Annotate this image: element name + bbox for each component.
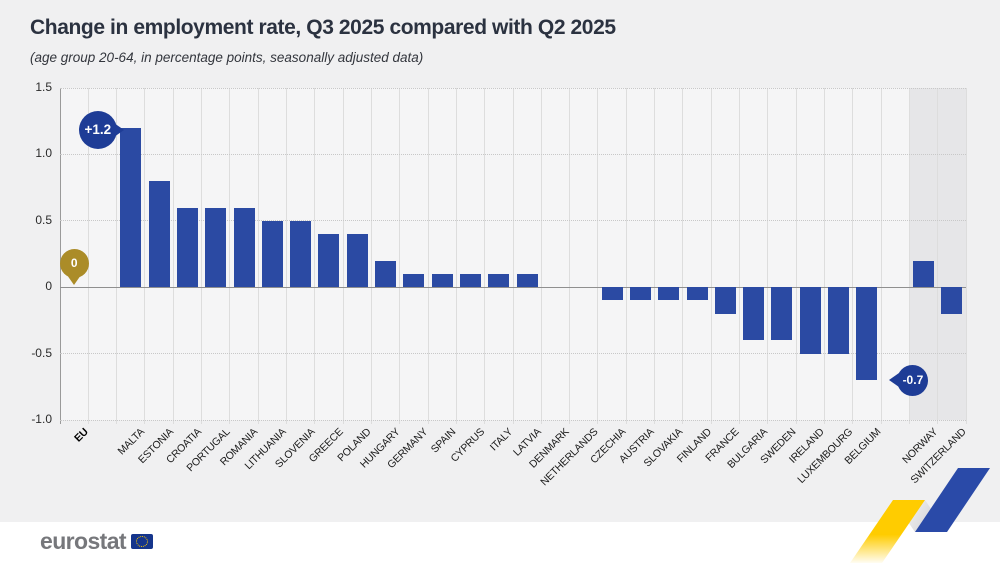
zero-line xyxy=(60,286,966,288)
h-gridline xyxy=(60,419,966,421)
v-gridline xyxy=(257,88,259,424)
bar-romania xyxy=(233,207,255,288)
bar-norway xyxy=(913,260,935,288)
v-gridline xyxy=(569,88,571,424)
callout-tail-belgium xyxy=(889,373,900,388)
bar-czechia xyxy=(601,287,623,301)
eurostat-logo: eurostat xyxy=(40,528,153,555)
callout-tail-eu xyxy=(67,274,82,285)
y-tick-label: 0.5 xyxy=(35,212,52,227)
bar-croatia xyxy=(176,207,198,288)
bar-slovakia xyxy=(658,287,680,301)
bar-switzerland xyxy=(941,287,963,314)
bar-lithuania xyxy=(261,220,283,288)
x-label-eu: EU xyxy=(72,426,91,445)
bar-estonia xyxy=(148,180,170,288)
bar-poland xyxy=(346,234,368,288)
page-title: Change in employment rate, Q3 2025 compa… xyxy=(30,16,616,39)
v-gridline xyxy=(427,88,429,424)
v-gridline xyxy=(172,88,174,424)
v-gridline xyxy=(484,88,486,424)
bar-portugal xyxy=(205,207,227,288)
y-axis-line xyxy=(59,88,61,424)
bar-germany xyxy=(403,273,425,288)
callout-belgium: -0.7 xyxy=(897,364,929,396)
h-gridline xyxy=(60,87,966,89)
v-gridline xyxy=(87,88,89,424)
bar-austria xyxy=(629,287,651,301)
v-gridline xyxy=(512,88,514,424)
bar-luxembourg xyxy=(828,287,850,354)
bar-greece xyxy=(318,234,340,288)
v-gridline xyxy=(399,88,401,424)
callout-malta: +1.2 xyxy=(78,110,117,149)
v-gridline xyxy=(314,88,316,424)
eu-flag-icon xyxy=(130,534,153,549)
ribbon-yellow-stripe xyxy=(850,500,925,563)
v-gridline xyxy=(625,88,627,424)
v-gridline xyxy=(880,88,882,424)
v-gridline xyxy=(286,88,287,424)
v-gridline xyxy=(739,88,740,424)
eu-flag-stars-icon xyxy=(135,536,148,547)
bar-bulgaria xyxy=(743,287,765,341)
bar-latvia xyxy=(516,273,538,288)
y-tick-label: -0.5 xyxy=(31,345,52,360)
bar-sweden xyxy=(771,287,793,341)
y-tick-label: 1.5 xyxy=(35,80,52,94)
v-gridline xyxy=(682,88,684,424)
v-gridline xyxy=(144,88,146,424)
bar-spain xyxy=(431,273,453,288)
v-gridline xyxy=(201,88,203,424)
v-gridline xyxy=(823,88,825,424)
page-subtitle: (age group 20-64, in percentage points, … xyxy=(30,50,424,65)
bar-slovenia xyxy=(290,220,312,288)
bar-hungary xyxy=(375,260,397,288)
v-gridline xyxy=(795,88,797,424)
bar-belgium xyxy=(856,287,878,381)
h-gridline xyxy=(60,353,966,355)
h-gridline xyxy=(60,153,966,155)
bar-finland xyxy=(686,287,708,301)
v-gridline xyxy=(229,88,231,424)
bar-malta xyxy=(120,127,142,288)
bar-france xyxy=(714,287,736,314)
bar-ireland xyxy=(799,287,821,354)
callout-eu: 0 xyxy=(59,248,89,278)
y-tick-label: 1.0 xyxy=(35,146,52,161)
v-gridline xyxy=(597,88,599,424)
eurostat-ribbon-decoration xyxy=(850,468,990,563)
v-gridline xyxy=(908,88,910,424)
bar-italy xyxy=(488,273,510,288)
v-gridline xyxy=(370,88,372,424)
v-gridline xyxy=(767,88,769,424)
y-tick-label: 0 xyxy=(45,279,52,294)
footer-strip: eurostat xyxy=(0,522,1000,563)
h-gridline xyxy=(60,220,966,222)
v-gridline xyxy=(852,88,854,424)
v-gridline xyxy=(116,88,118,424)
v-gridline xyxy=(342,88,344,424)
v-gridline xyxy=(965,88,967,424)
v-gridline xyxy=(540,88,542,424)
ribbon-blue-stripe xyxy=(915,468,990,532)
y-tick-label: -1.0 xyxy=(31,412,52,426)
callout-tail-malta xyxy=(113,122,124,137)
eurostat-logo-text: eurostat xyxy=(40,528,127,554)
v-gridline xyxy=(710,88,712,424)
v-gridline xyxy=(654,88,656,424)
v-gridline xyxy=(455,88,457,424)
v-gridline xyxy=(937,88,939,424)
bar-cyprus xyxy=(460,273,482,288)
